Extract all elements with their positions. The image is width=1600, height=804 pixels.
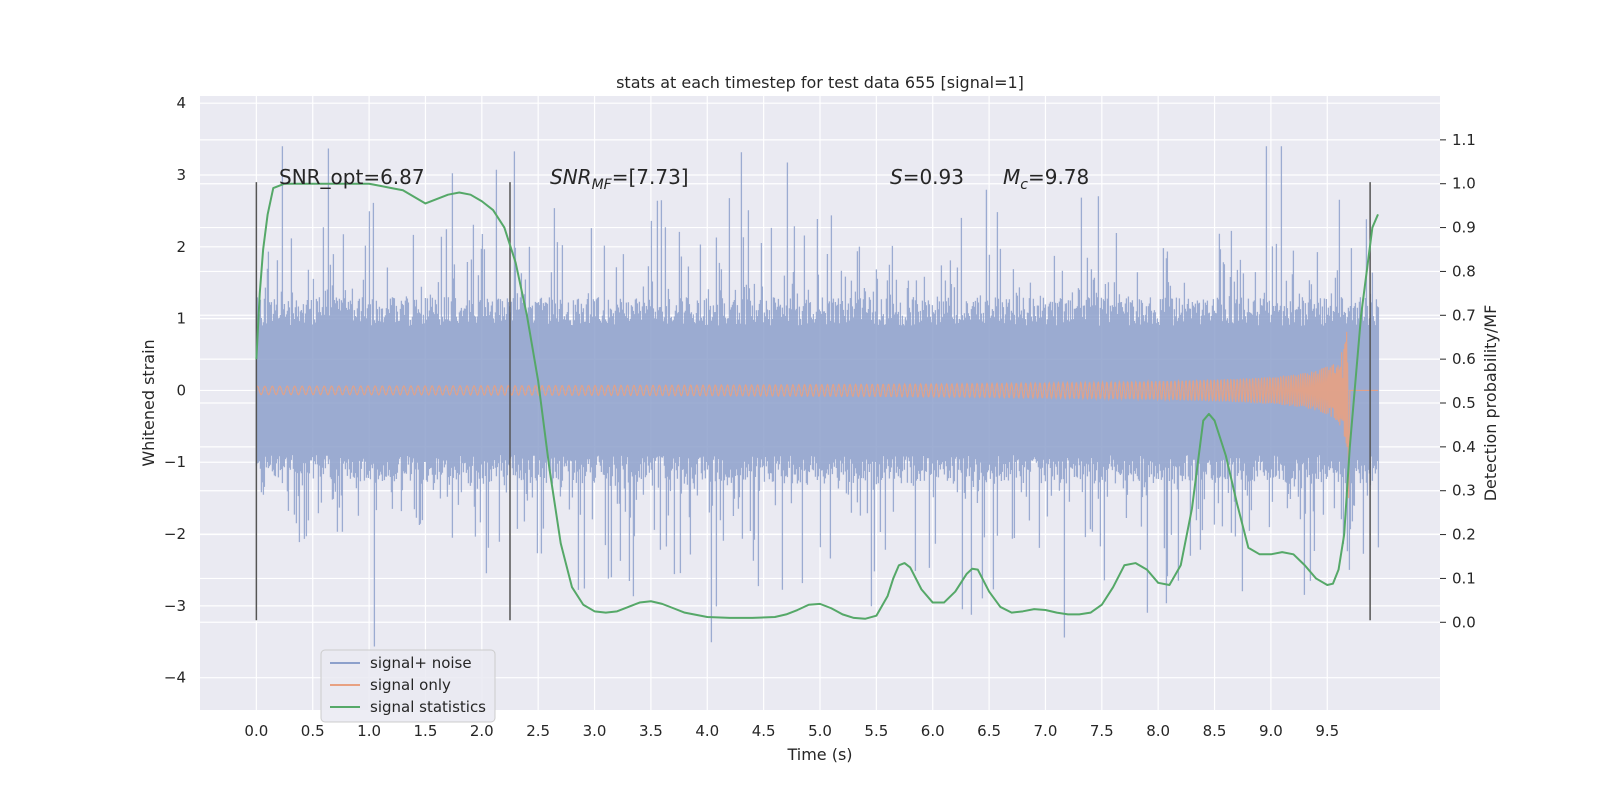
x-tick-label: 3.0 bbox=[583, 722, 607, 740]
legend-box bbox=[320, 649, 496, 723]
annotation-snr-mf-sub: MF bbox=[592, 177, 613, 193]
y-tick-label: −3 bbox=[164, 597, 186, 615]
y-right-tick-label: 1.1 bbox=[1452, 131, 1476, 149]
legend-label-signal-noise: signal+ noise bbox=[370, 654, 472, 672]
y-tick-label: −1 bbox=[164, 453, 186, 471]
y-right-tick-label: 0.8 bbox=[1452, 262, 1476, 280]
y-tick-label: 4 bbox=[176, 94, 186, 112]
y-right-tick-label: 0.2 bbox=[1452, 526, 1476, 544]
x-tick-label: 8.5 bbox=[1203, 722, 1227, 740]
annotation-mc-value: =9.78 bbox=[1028, 165, 1089, 189]
y-right-tick-label: 0.0 bbox=[1452, 613, 1476, 631]
tick-labels: 0.0 0.5 1.0 1.5 2.0 2.5 3.0 3.5 4.0 4.5 5.0 5.5 6.0 6… bbox=[164, 94, 1476, 740]
y-right-tick-label: 0.6 bbox=[1452, 350, 1476, 368]
x-axis-label: Time (s) bbox=[786, 745, 852, 764]
x-tick-label: 0.5 bbox=[301, 722, 325, 740]
annotation-snr-mf-main: SNR bbox=[550, 165, 592, 189]
annotation-mc: Mc=9.78 bbox=[1003, 165, 1089, 193]
x-tick-label: 6.0 bbox=[921, 722, 945, 740]
annotation-snr-mf-value: =[7.73] bbox=[612, 165, 689, 189]
series-signal-statistics bbox=[255, 182, 1379, 620]
y-tick-label: −2 bbox=[164, 525, 186, 543]
y-right-tick-label: 0.9 bbox=[1452, 219, 1476, 237]
x-tick-label: 4.0 bbox=[695, 722, 719, 740]
legend: signal+ noise signal only signal statist… bbox=[320, 649, 496, 723]
x-tick-label: 7.5 bbox=[1090, 722, 1114, 740]
y-right-tick-label: 1.0 bbox=[1452, 175, 1476, 193]
y-axis-label: Whitened strain bbox=[139, 339, 158, 466]
legend-label-signal-statistics: signal statistics bbox=[370, 698, 486, 716]
y-right-tick-label: 0.5 bbox=[1452, 394, 1476, 412]
annotation-snr-opt: SNR_opt=6.87 bbox=[279, 165, 425, 189]
x-tick-label: 7.0 bbox=[1034, 722, 1058, 740]
y-right-tick-label: 0.1 bbox=[1452, 569, 1476, 587]
x-tick-label: 1.5 bbox=[414, 722, 438, 740]
y-tick-label: 1 bbox=[176, 310, 186, 328]
annotation-mc-sub: c bbox=[1020, 177, 1028, 193]
x-tick-label: 2.0 bbox=[470, 722, 494, 740]
y-right-tick-label: 0.4 bbox=[1452, 438, 1476, 456]
annotation-s: S=0.93 bbox=[890, 165, 964, 189]
y-tick-label: −4 bbox=[164, 669, 186, 687]
x-tick-label: 2.5 bbox=[526, 722, 550, 740]
y-right-tick-label: 0.3 bbox=[1452, 482, 1476, 500]
x-tick-label: 9.5 bbox=[1315, 722, 1339, 740]
y-tick-label: 2 bbox=[176, 238, 186, 256]
x-tick-label: 6.5 bbox=[977, 722, 1001, 740]
y-tick-label: 0 bbox=[176, 381, 186, 399]
y-right-tick-label: 0.7 bbox=[1452, 306, 1476, 324]
statistics-line bbox=[255, 182, 1379, 620]
annotation-snr-mf: SNRMF=[7.73] bbox=[550, 165, 689, 193]
x-tick-label: 8.0 bbox=[1146, 722, 1170, 740]
x-tick-label: 9.0 bbox=[1259, 722, 1283, 740]
x-tick-label: 5.5 bbox=[864, 722, 888, 740]
x-tick-label: 4.5 bbox=[752, 722, 776, 740]
x-tick-label: 3.5 bbox=[639, 722, 663, 740]
x-tick-label: 5.0 bbox=[808, 722, 832, 740]
chart-title: stats at each timestep for test data 655… bbox=[616, 73, 1024, 92]
vertical-markers bbox=[255, 182, 1371, 621]
x-tick-label: 1.0 bbox=[357, 722, 381, 740]
annotation-s-value: =0.93 bbox=[903, 165, 964, 189]
x-tick-label: 0.0 bbox=[244, 722, 268, 740]
legend-label-signal-only: signal only bbox=[370, 676, 451, 694]
annotation-mc-main: M bbox=[1003, 165, 1020, 189]
y-tick-label: 3 bbox=[176, 166, 186, 184]
y-axis-right-label: Detection probability/MF bbox=[1481, 305, 1500, 502]
annotation-s-main: S bbox=[890, 165, 903, 189]
series-signal-only bbox=[255, 331, 1378, 499]
chirp-trace bbox=[255, 331, 1378, 499]
